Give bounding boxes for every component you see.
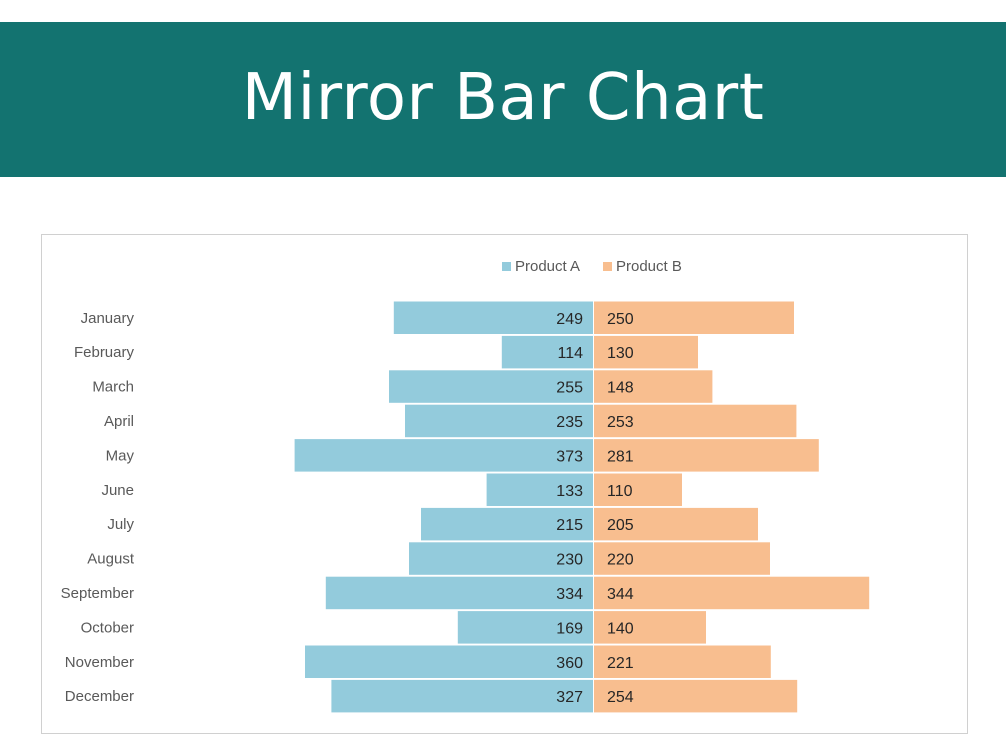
bar-product-a-july [421,507,593,541]
category-label-september: September [61,585,134,602]
category-labels: January February March April May June July Augu… [61,310,135,705]
bar-product-b-august [594,542,770,575]
value-label-product-a-april: 235 [556,414,583,431]
value-label-product-a-february: 114 [557,345,583,362]
mirror-bar-chart: Product A Product B January February March A… [61,258,870,713]
chart-legend: Product A Product B [502,258,682,275]
value-label-product-a-august: 230 [556,552,583,569]
legend-swatch-product-a [502,262,511,271]
title-banner: Mirror Bar Chart [0,22,1006,177]
bar-product-b-june [594,473,682,506]
category-label-october: October [81,619,134,636]
value-label-product-b-september: 344 [607,586,634,603]
value-label-product-a-july: 215 [556,517,583,534]
value-label-product-a-december: 327 [556,689,583,706]
category-label-december: December [65,688,134,705]
value-label-product-b-february: 130 [607,345,634,362]
bar-product-b-september [594,576,870,610]
legend-label-product-b: Product B [616,258,682,275]
value-label-product-a-january: 249 [556,311,583,328]
bar-product-a-september [325,576,593,610]
category-label-july: July [107,516,134,533]
value-label-product-a-march: 255 [556,380,583,397]
value-label-product-b-august: 220 [607,552,634,569]
value-label-product-b-october: 140 [607,620,634,637]
value-label-product-b-april: 253 [607,414,634,431]
bar-product-b-july [594,507,758,541]
bar-product-a-january [393,301,593,334]
chart-area: Product A Product B January February March A… [41,234,968,734]
page-title: Mirror Bar Chart [241,60,765,135]
bar-product-b-april [594,404,797,438]
bar-product-a-november [305,645,593,678]
category-label-november: November [65,654,134,671]
bar-product-a-march [389,370,593,403]
legend-label-product-a: Product A [515,258,580,275]
legend-swatch-product-b [603,262,612,271]
category-label-april: April [104,413,134,430]
bar-product-a-may [294,439,593,472]
value-label-product-b-december: 254 [607,689,634,706]
value-label-product-a-september: 334 [556,586,583,603]
bar-product-a-june [486,473,593,506]
category-label-may: May [106,447,135,464]
bar-product-b-january [594,301,794,334]
bar-product-b-march [594,370,713,403]
category-label-june: June [101,482,134,499]
value-labels: 249 250 114 130 255 148 235 253 373 281 133 110 215 2… [556,311,634,706]
category-label-february: February [74,344,135,361]
bar-product-a-october [457,611,593,644]
value-label-product-b-may: 281 [607,448,634,465]
value-label-product-b-june: 110 [607,483,633,500]
value-label-product-a-november: 360 [556,655,583,672]
bar-product-a-august [409,542,593,575]
value-label-product-a-may: 373 [556,448,583,465]
bar-product-b-february [594,335,698,369]
bar-product-a-april [405,404,593,438]
category-label-august: August [87,551,135,568]
value-label-product-b-january: 250 [607,311,634,328]
category-label-march: March [92,379,134,396]
chart-bars [294,301,870,713]
bar-product-b-october [594,611,706,644]
bar-product-a-december [331,679,593,713]
value-label-product-b-july: 205 [607,517,634,534]
value-label-product-b-march: 148 [607,380,634,397]
value-label-product-a-june: 133 [556,483,583,500]
value-label-product-b-november: 221 [607,655,634,672]
category-label-january: January [81,310,135,327]
bar-product-b-november [594,645,771,678]
value-label-product-a-october: 169 [556,620,583,637]
bar-product-b-december [594,679,798,713]
bar-product-b-may [594,439,819,472]
bar-product-a-february [501,335,593,369]
